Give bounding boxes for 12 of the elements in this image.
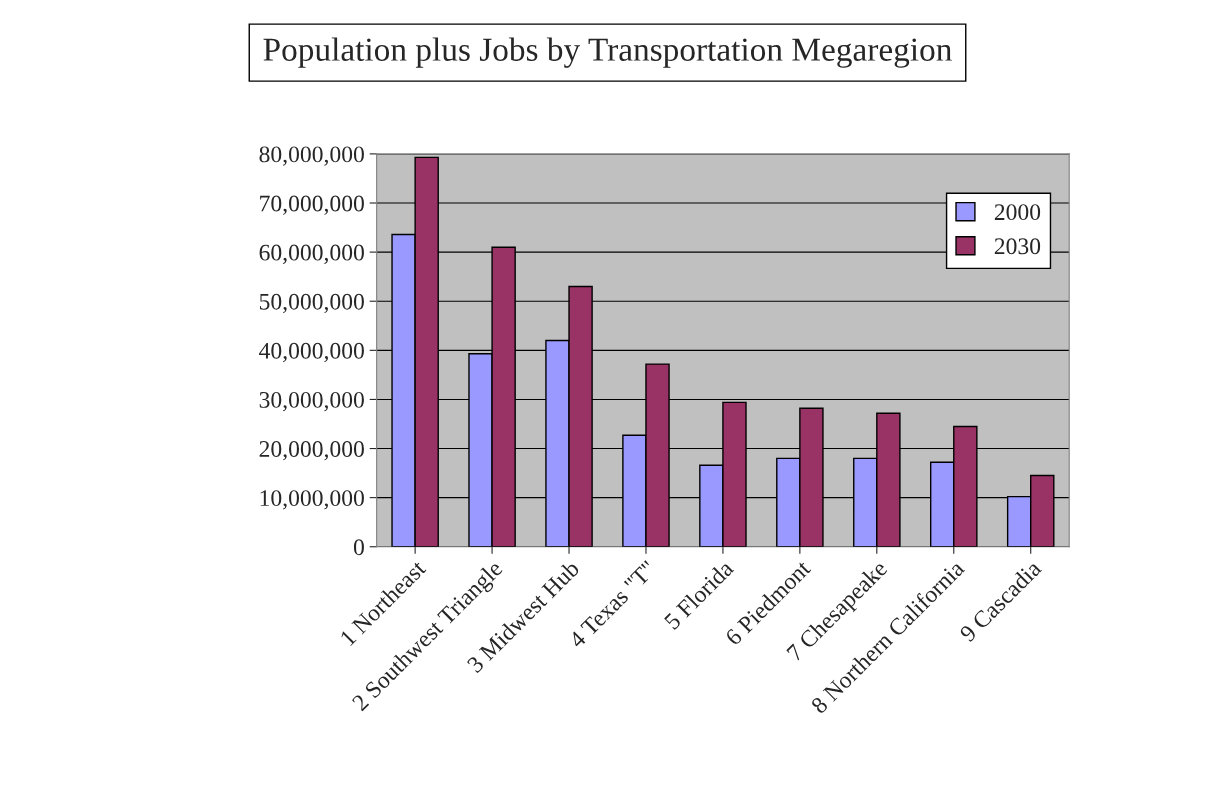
y-tick-label: 20,000,000 <box>259 441 364 461</box>
chart-title: Population plus Jobs by Transportation Megaregion <box>263 37 952 68</box>
legend-label: 2000 <box>994 204 1041 221</box>
y-tick-label: 30,000,000 <box>259 391 364 412</box>
y-tick-label: 80,000,000 <box>259 146 364 166</box>
y-tick-label: 60,000,000 <box>259 244 364 264</box>
y-tick-label: 40,000,000 <box>259 342 364 363</box>
y-tick-label: 0 <box>353 539 364 556</box>
y-tick-label: 10,000,000 <box>260 490 364 510</box>
legend-label: 2030 <box>994 238 1041 255</box>
y-tick-label: 70,000,000 <box>260 195 364 215</box>
y-tick-label: 50,000,000 <box>259 293 364 314</box>
